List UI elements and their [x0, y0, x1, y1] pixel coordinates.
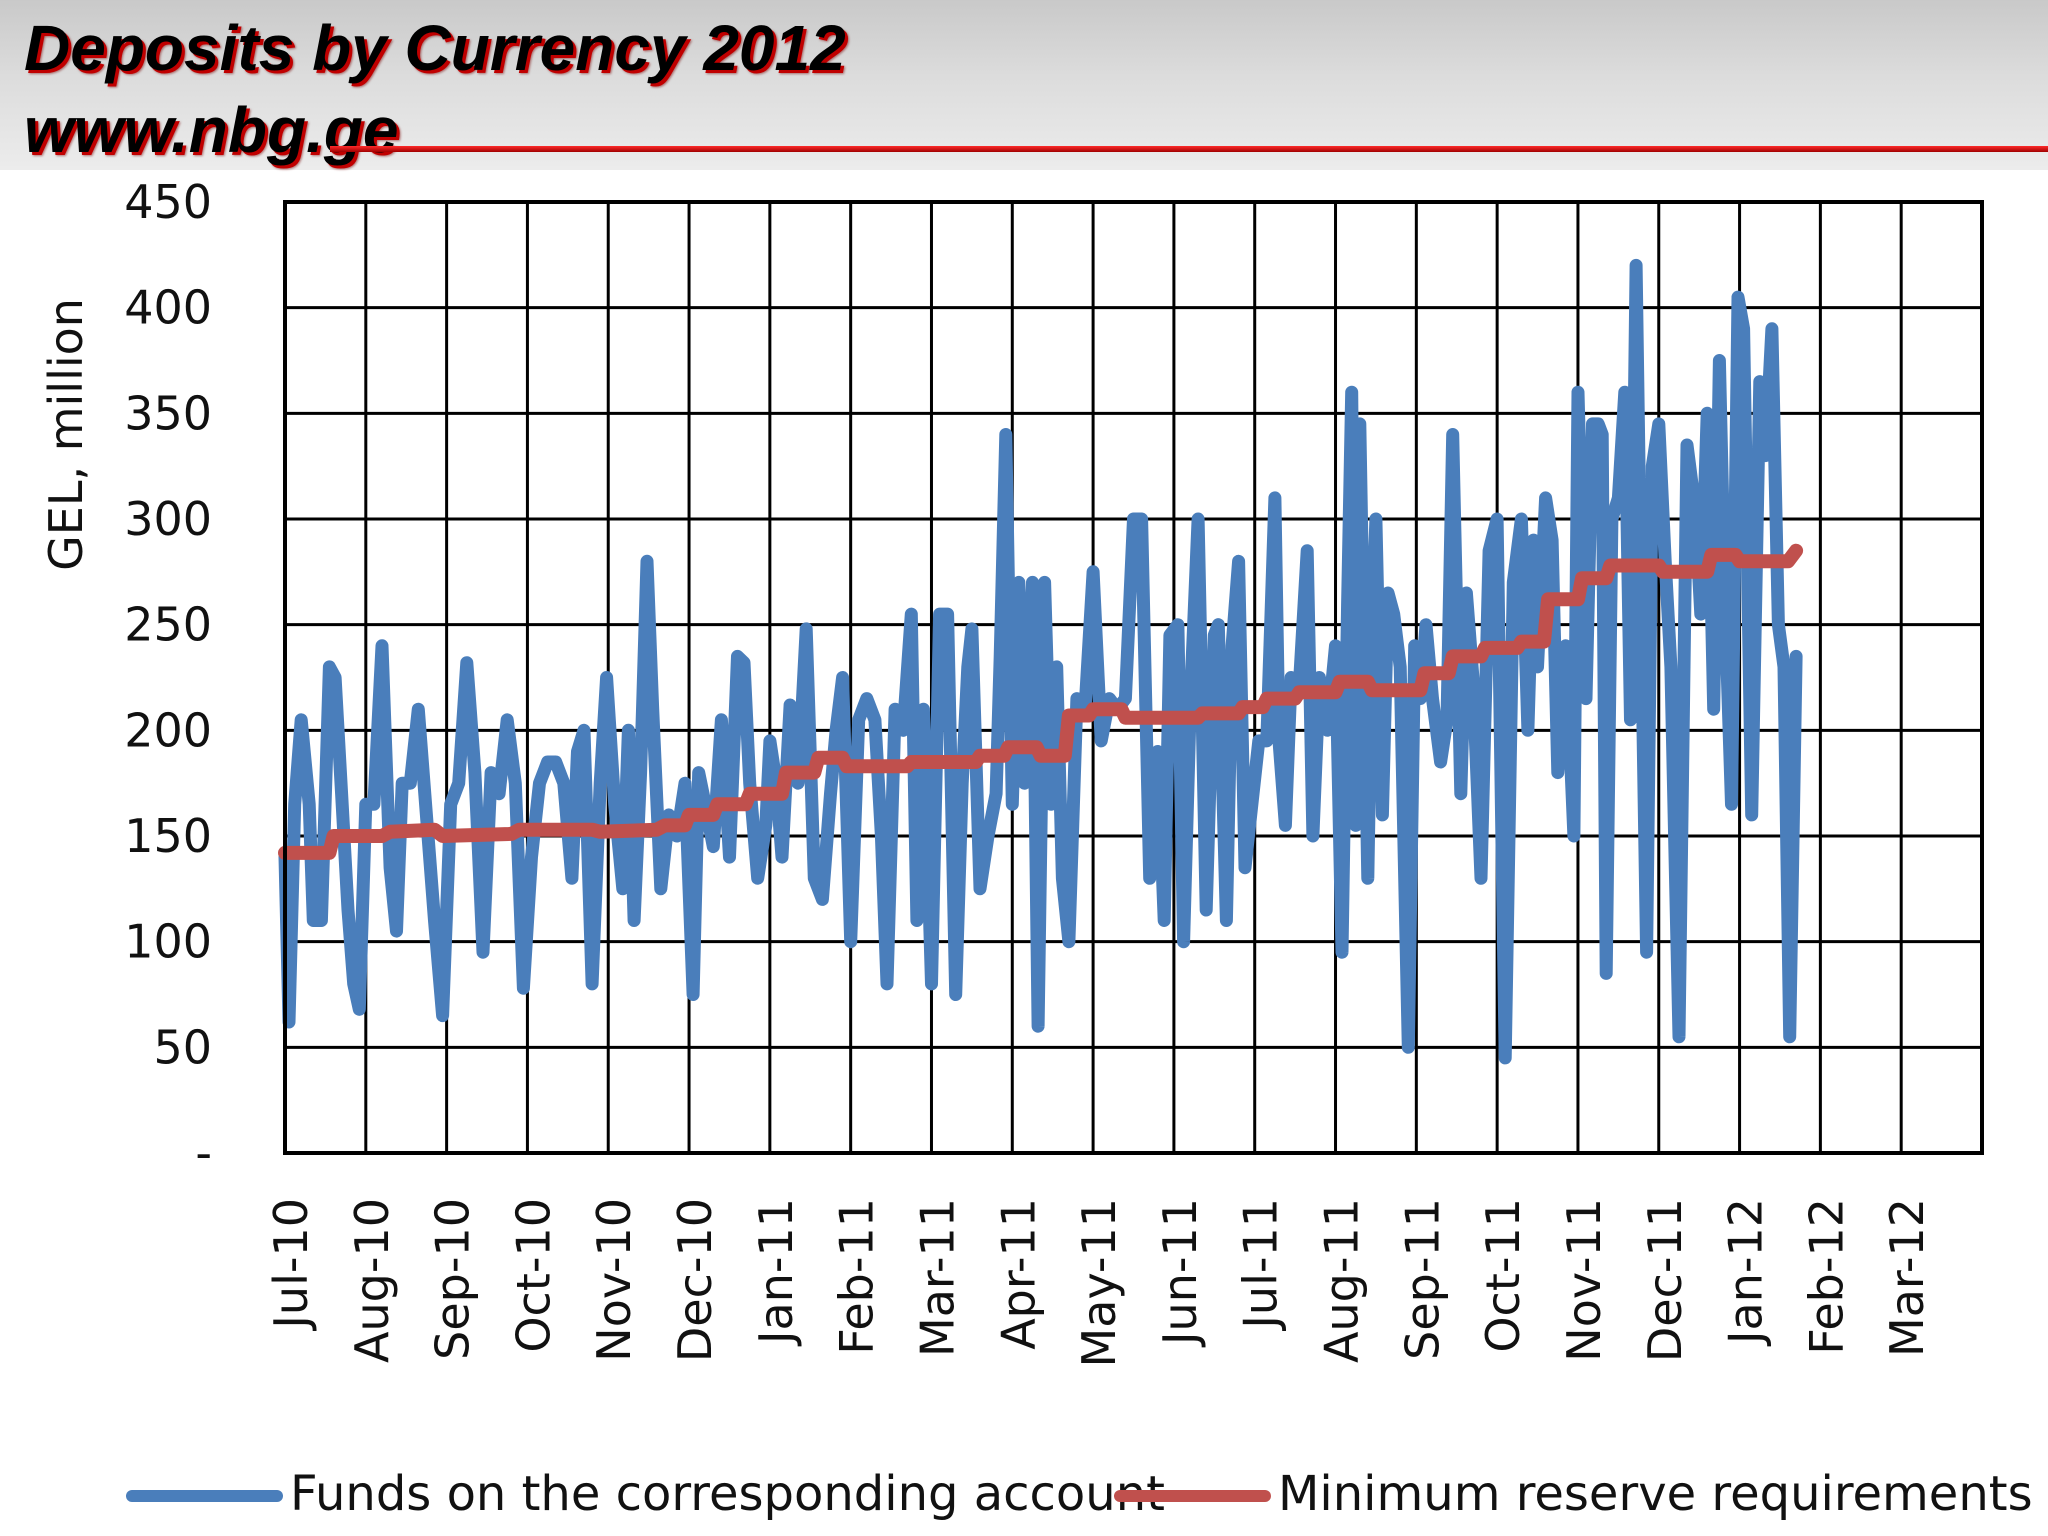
chart-series: [278, 258, 1804, 1065]
x-tick-label: Feb-11: [830, 1198, 884, 1355]
x-tick-label: Dec-11: [1638, 1198, 1692, 1362]
x-tick-label: Feb-12: [1799, 1198, 1853, 1355]
y-tick-label: 50: [153, 1020, 212, 1074]
x-tick-label: Jan-11: [749, 1198, 803, 1347]
y-tick-label: 200: [124, 703, 212, 757]
x-tick-label: Oct-11: [1476, 1198, 1530, 1353]
y-tick-label: 400: [124, 281, 212, 335]
x-tick-label: Mar-12: [1880, 1198, 1934, 1357]
y-tick-label: 300: [124, 492, 212, 546]
y-tick-label: 250: [124, 598, 212, 652]
x-tick-label: Oct-10: [506, 1198, 560, 1353]
x-tick-label: Jul-10: [264, 1198, 318, 1332]
y-tick-label: -: [195, 1126, 212, 1180]
x-tick-label: May-11: [1072, 1198, 1126, 1367]
plot-frame: [283, 200, 1984, 1155]
y-tick-label: 150: [124, 809, 212, 863]
x-tick-label: Dec-10: [668, 1198, 722, 1362]
y-tick-label: 350: [124, 386, 212, 440]
slide-subtitle-url: www.nbg.ge: [24, 94, 399, 166]
x-tick-label: Mar-11: [910, 1198, 964, 1357]
x-tick-label: Nov-10: [587, 1198, 641, 1362]
x-tick-labels: Jul-10 Aug-10 Sep-10 Oct-10 Nov-10 Dec-10 Jan-…: [264, 1198, 1934, 1367]
header-red-rule: [330, 146, 2048, 152]
series-line-funds: [278, 258, 1803, 1065]
x-tick-label: Nov-11: [1557, 1198, 1611, 1362]
y-tick-label: 100: [124, 915, 212, 969]
slide-header: Deposits by Currency 2012 www.nbg.ge: [0, 0, 2048, 170]
x-tick-label: Apr-11: [991, 1198, 1045, 1350]
slide-title: Deposits by Currency 2012: [24, 12, 846, 84]
x-tick-label: Jul-11: [1234, 1198, 1288, 1332]
legend-label: Minimum reserve requirements: [1278, 1466, 2033, 1522]
line-chart: - 50 100 150 200 250 300 350 400 450 Jul-10 Aug-10…: [39, 175, 2033, 1522]
x-tick-label: Jan-12: [1719, 1198, 1773, 1347]
chart-legend: Funds on the corresponding account Minimu…: [126, 1466, 2033, 1522]
x-tick-label: Aug-10: [345, 1198, 399, 1363]
y-tick-labels: - 50 100 150 200 250 300 350 400 450: [124, 175, 212, 1180]
y-tick-label: 450: [124, 175, 212, 229]
series-line-reserve: [278, 543, 1804, 860]
y-axis-title: GEL, million: [39, 298, 93, 571]
x-tick-label: Sep-11: [1395, 1198, 1449, 1360]
x-tick-label: Sep-10: [426, 1198, 480, 1360]
legend-label: Funds on the corresponding account: [290, 1466, 1165, 1522]
x-tick-label: Aug-11: [1315, 1198, 1369, 1363]
x-tick-label: Jun-11: [1153, 1198, 1207, 1348]
